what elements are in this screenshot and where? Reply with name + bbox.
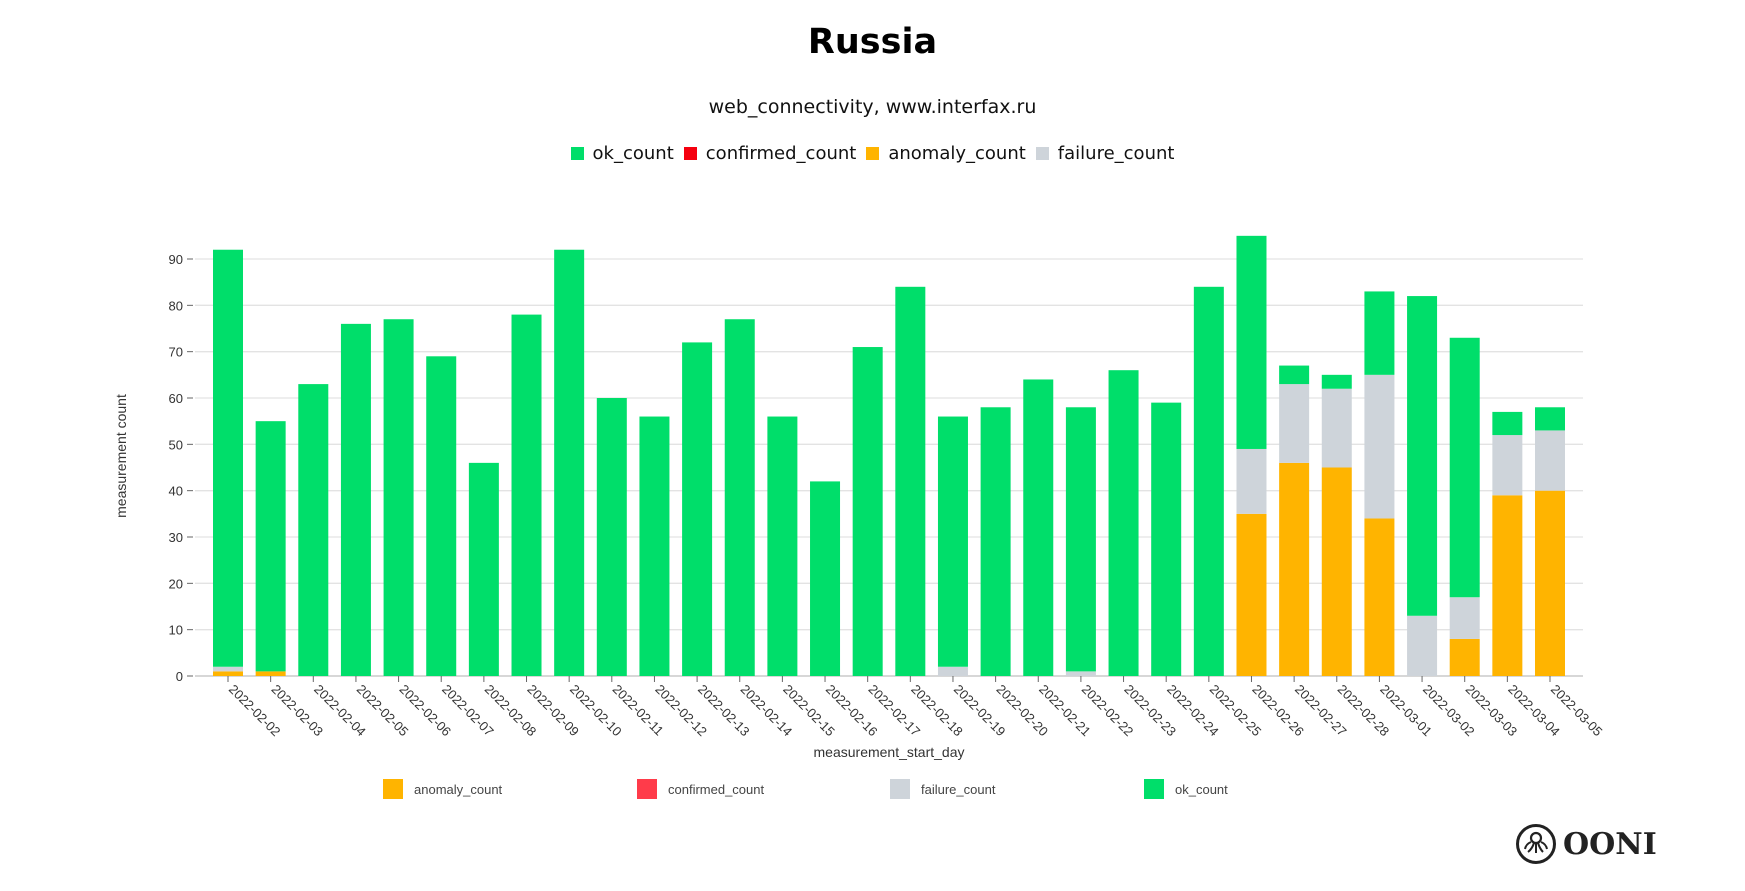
bar-ok_count: [639, 416, 670, 676]
y-axis-title: measurement count: [113, 394, 129, 518]
top-legend: ok_count confirmed_count anomaly_count f…: [0, 143, 1745, 164]
bar-failure_count: [1321, 388, 1352, 468]
bar-ok_count: [682, 342, 713, 676]
bar-failure_count: [1492, 435, 1523, 496]
bar-ok_count: [724, 319, 755, 676]
y-tick-label: 30: [169, 530, 183, 545]
bar-anomaly_count: [1236, 513, 1267, 676]
bar-anomaly_count: [255, 671, 286, 676]
bar-ok_count: [468, 462, 499, 676]
y-tick-label: 90: [169, 252, 183, 267]
top-legend-item-failure: failure_count: [1035, 143, 1175, 164]
page-title: Russia: [807, 22, 938, 62]
legend-label: failure_count: [1057, 143, 1175, 164]
bar-ok_count: [1407, 296, 1438, 616]
y-tick-label: 20: [169, 576, 183, 591]
page-subtitle: web_connectivity, www.interfax.ru: [708, 96, 1037, 118]
bar-ok_count: [1065, 407, 1096, 672]
bar-ok_count: [340, 323, 371, 676]
bar-failure_count: [1535, 430, 1565, 491]
top-legend-item-ok: ok_count: [570, 143, 674, 164]
bar-anomaly_count: [1535, 490, 1565, 676]
legend-swatch: [1035, 147, 1049, 160]
bottom-legend-label: anomaly_count: [414, 782, 503, 797]
bar-ok_count: [426, 356, 457, 676]
bar-anomaly_count: [1321, 467, 1352, 676]
legend-swatch: [570, 147, 584, 160]
bottom-legend-label: confirmed_count: [668, 782, 764, 797]
bottom-legend-label: ok_count: [1175, 782, 1228, 797]
bar-ok_count: [213, 249, 243, 667]
bar-ok_count: [980, 407, 1011, 676]
bottom-legend-swatch: [890, 779, 910, 799]
bar-ok_count: [255, 421, 286, 672]
y-tick-label: 50: [169, 437, 183, 452]
bar-ok_count: [1449, 337, 1480, 598]
bar-ok_count: [767, 416, 798, 676]
bar-ok_count: [937, 416, 968, 667]
bar-ok_count: [895, 286, 926, 676]
bar-ok_count: [596, 398, 627, 676]
bar-failure_count: [937, 666, 968, 676]
bar-anomaly_count: [213, 671, 243, 676]
bar-ok_count: [1535, 407, 1565, 431]
bar-ok_count: [1023, 379, 1054, 676]
y-tick-label: 40: [169, 484, 183, 499]
bar-ok_count: [1364, 291, 1395, 375]
bar-ok_count: [1236, 235, 1267, 449]
bar-failure_count: [1407, 615, 1438, 676]
y-tick-label: 10: [169, 623, 183, 638]
y-tick-label: 0: [176, 669, 183, 684]
bar-ok_count: [852, 347, 883, 676]
bar-failure_count: [1236, 448, 1267, 514]
y-tick-label: 80: [169, 298, 183, 313]
bar-anomaly_count: [1364, 518, 1395, 676]
bottom-legend-swatch: [383, 779, 403, 799]
legend-swatch: [866, 147, 880, 160]
bar-anomaly_count: [1449, 638, 1480, 676]
bar-ok_count: [554, 249, 585, 676]
bar-failure_count: [1449, 597, 1480, 639]
bottom-legend-label: failure_count: [921, 782, 996, 797]
legend-label: anomaly_count: [888, 143, 1026, 164]
bar-ok_count: [1492, 411, 1523, 436]
bar-failure_count: [1364, 374, 1395, 519]
bar-anomaly_count: [1279, 462, 1310, 676]
bar-failure_count: [213, 666, 243, 672]
bar-failure_count: [1279, 384, 1310, 463]
octopus-icon: [1516, 824, 1556, 864]
bar-ok_count: [1279, 365, 1310, 385]
x-axis-title: measurement_start_day: [814, 744, 965, 760]
bar-failure_count: [1065, 671, 1096, 676]
bar-ok_count: [1108, 370, 1139, 676]
y-tick-label: 70: [169, 345, 183, 360]
bar-ok_count: [1193, 286, 1224, 676]
ooni-logo-text: OONI: [1563, 826, 1657, 862]
bottom-legend-swatch: [637, 779, 657, 799]
legend-label: confirmed_count: [705, 143, 857, 164]
bar-ok_count: [511, 314, 542, 676]
ooni-logo: OONI: [1515, 823, 1657, 865]
bar-ok_count: [810, 481, 841, 676]
legend-label: ok_count: [592, 143, 674, 164]
legend-swatch: [683, 147, 697, 160]
bar-ok_count: [1321, 374, 1352, 389]
top-legend-item-anomaly: anomaly_count: [866, 143, 1026, 164]
y-tick-label: 60: [169, 391, 183, 406]
bar-anomaly_count: [1492, 495, 1523, 676]
bottom-legend-swatch: [1144, 779, 1164, 799]
top-legend-item-confirmed: confirmed_count: [683, 143, 857, 164]
bar-ok_count: [383, 319, 414, 676]
bar-ok_count: [298, 384, 329, 676]
bar-ok_count: [1151, 402, 1182, 676]
